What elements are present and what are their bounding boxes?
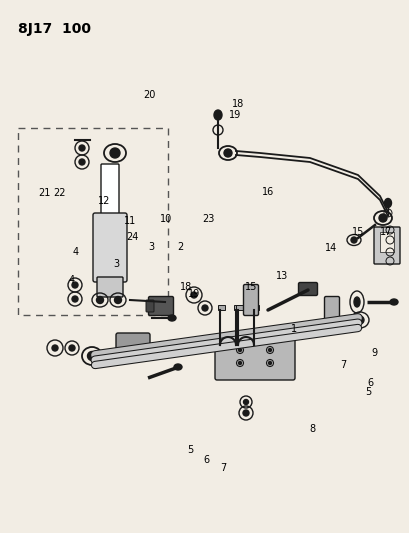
- Text: 19: 19: [229, 110, 241, 119]
- Circle shape: [268, 349, 272, 351]
- Circle shape: [202, 305, 208, 311]
- Ellipse shape: [115, 296, 121, 303]
- Ellipse shape: [214, 110, 222, 120]
- Text: 14: 14: [325, 243, 337, 253]
- FancyBboxPatch shape: [299, 282, 317, 295]
- FancyBboxPatch shape: [101, 164, 119, 218]
- Circle shape: [191, 292, 197, 298]
- Text: 3: 3: [148, 243, 154, 252]
- Circle shape: [243, 400, 249, 405]
- FancyBboxPatch shape: [116, 333, 150, 353]
- Text: 22: 22: [53, 188, 65, 198]
- Text: 24: 24: [127, 232, 139, 242]
- FancyBboxPatch shape: [146, 300, 154, 312]
- Ellipse shape: [379, 214, 387, 222]
- Circle shape: [52, 345, 58, 351]
- Text: 19: 19: [188, 289, 200, 299]
- Ellipse shape: [390, 299, 398, 305]
- Text: 4: 4: [73, 247, 79, 256]
- Text: 16: 16: [262, 187, 274, 197]
- Text: 8J17  100: 8J17 100: [18, 22, 91, 36]
- Text: 10: 10: [160, 214, 172, 223]
- Text: 11: 11: [124, 216, 136, 226]
- Text: 1: 1: [292, 325, 297, 334]
- Circle shape: [69, 345, 75, 351]
- Text: 18: 18: [232, 99, 245, 109]
- Ellipse shape: [224, 149, 232, 157]
- Text: 20: 20: [143, 90, 155, 100]
- Text: 3: 3: [114, 260, 119, 269]
- Text: 5: 5: [187, 446, 193, 455]
- Ellipse shape: [174, 364, 182, 370]
- Ellipse shape: [384, 198, 391, 207]
- Text: 5: 5: [365, 387, 371, 397]
- Bar: [252, 305, 259, 310]
- FancyBboxPatch shape: [93, 213, 127, 282]
- Circle shape: [243, 410, 249, 416]
- Circle shape: [72, 282, 78, 288]
- FancyBboxPatch shape: [97, 277, 123, 297]
- Text: 15: 15: [352, 227, 364, 237]
- Ellipse shape: [97, 296, 103, 303]
- Text: 6: 6: [204, 455, 209, 465]
- Circle shape: [72, 296, 78, 302]
- Ellipse shape: [110, 148, 120, 158]
- Ellipse shape: [354, 297, 360, 307]
- Circle shape: [238, 361, 241, 365]
- Text: 12: 12: [98, 197, 110, 206]
- Circle shape: [79, 145, 85, 151]
- FancyBboxPatch shape: [215, 338, 295, 380]
- Ellipse shape: [88, 351, 97, 360]
- Text: 15: 15: [245, 282, 258, 292]
- Text: 7: 7: [340, 360, 347, 370]
- Text: 21: 21: [38, 188, 50, 198]
- Text: 4: 4: [69, 275, 74, 285]
- Bar: [234, 305, 241, 310]
- Circle shape: [268, 361, 272, 365]
- Ellipse shape: [163, 298, 173, 305]
- Text: 7: 7: [220, 463, 226, 473]
- FancyBboxPatch shape: [374, 227, 400, 264]
- Text: 23: 23: [202, 214, 215, 223]
- Text: 18: 18: [180, 282, 192, 292]
- Text: 9: 9: [371, 348, 377, 358]
- Text: 6: 6: [367, 378, 373, 387]
- Text: 13: 13: [276, 271, 288, 280]
- Circle shape: [238, 349, 241, 351]
- Text: 17: 17: [380, 227, 393, 237]
- Text: 8: 8: [310, 424, 316, 434]
- FancyBboxPatch shape: [324, 296, 339, 326]
- Bar: [218, 305, 225, 310]
- Ellipse shape: [351, 237, 357, 243]
- Bar: [380, 232, 394, 252]
- FancyBboxPatch shape: [148, 296, 173, 316]
- Bar: [18, 128, 168, 315]
- Ellipse shape: [168, 315, 176, 321]
- Ellipse shape: [356, 316, 364, 324]
- Text: 2: 2: [177, 243, 183, 252]
- Bar: [236, 305, 243, 310]
- Circle shape: [79, 159, 85, 165]
- FancyBboxPatch shape: [243, 285, 258, 316]
